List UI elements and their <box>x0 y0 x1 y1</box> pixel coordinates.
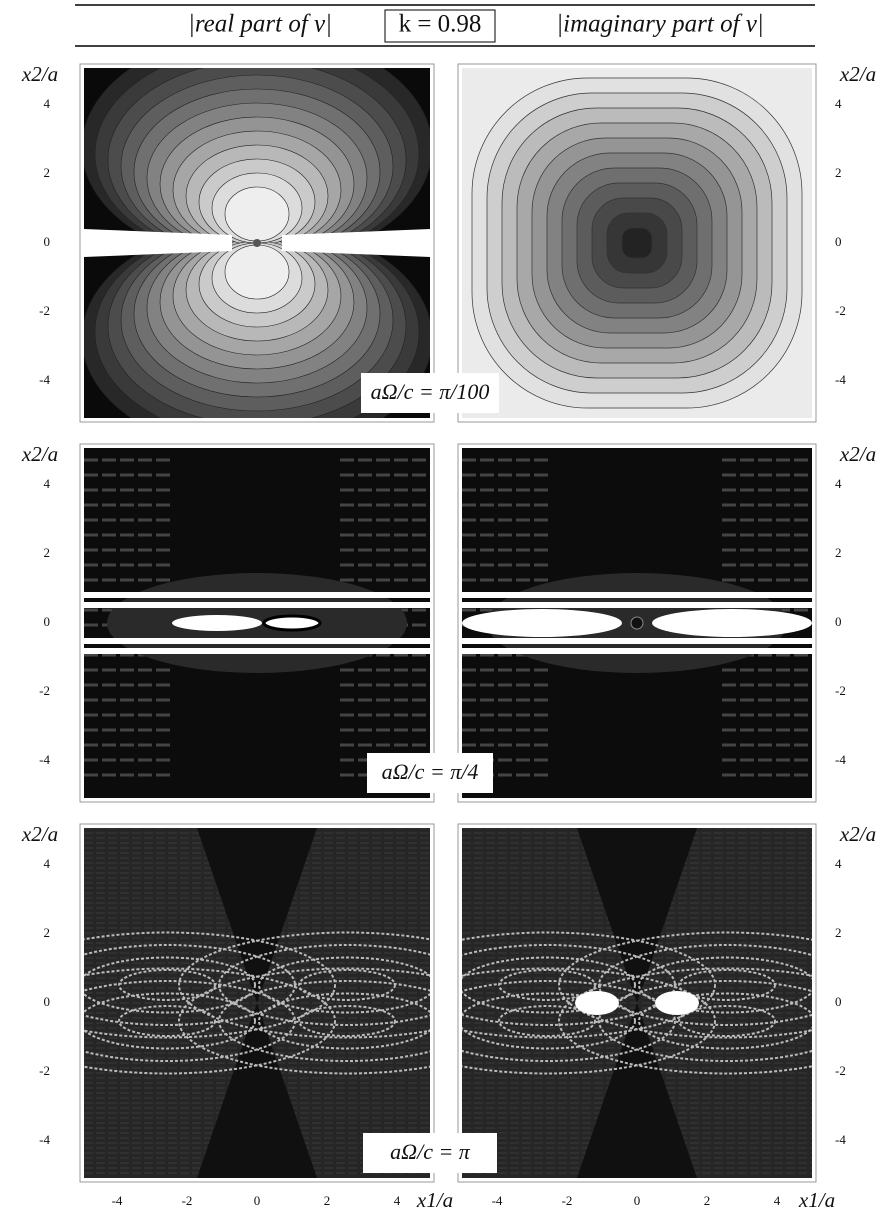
x-tick-label: 4 <box>774 1193 781 1208</box>
row-label: aΩ/c = π <box>390 1139 471 1164</box>
plot-area <box>0 828 515 1178</box>
x-tick-label: -4 <box>492 1193 503 1208</box>
y-tick-label: 0 <box>44 234 51 249</box>
y-tick-label: 2 <box>44 165 51 180</box>
contour <box>652 609 812 637</box>
y-tick-label: -2 <box>835 1063 846 1078</box>
y-tick-label: -2 <box>835 303 846 318</box>
y-tick-label: -4 <box>835 752 846 767</box>
x-tick-label: 4 <box>394 1193 401 1208</box>
contour <box>622 228 652 258</box>
plots <box>0 33 890 1182</box>
row-label: aΩ/c = π/4 <box>382 759 479 784</box>
y-axis-label: x2/a <box>21 62 58 86</box>
k-label: k = 0.98 <box>399 11 482 38</box>
plot-area <box>379 828 890 1178</box>
y-tick-label: -2 <box>39 303 50 318</box>
contour <box>84 638 430 644</box>
y-tick-label: 4 <box>835 96 842 111</box>
y-tick-label: 4 <box>44 856 51 871</box>
x-axis-label: x1/a <box>798 1188 835 1212</box>
y-tick-label: -4 <box>39 1132 50 1147</box>
y-tick-label: 4 <box>835 476 842 491</box>
y-tick-label: 2 <box>835 165 842 180</box>
contour <box>253 239 261 247</box>
y-tick-label: -4 <box>39 372 50 387</box>
contour <box>462 602 812 608</box>
x-tick-label: 0 <box>254 1193 261 1208</box>
y-tick-label: 2 <box>44 545 51 560</box>
y-tick-label: 4 <box>44 96 51 111</box>
y-tick-label: -4 <box>835 372 846 387</box>
contour <box>172 615 262 631</box>
contour <box>264 616 320 630</box>
y-tick-label: 0 <box>44 614 51 629</box>
y-tick-label: 0 <box>835 234 842 249</box>
y-tick-label: 2 <box>835 925 842 940</box>
x-axis-label: x1/a <box>416 1188 453 1212</box>
y-axis-label: x2/a <box>839 822 876 846</box>
plot-area <box>462 448 812 798</box>
contour <box>575 991 619 1015</box>
y-tick-label: 0 <box>835 614 842 629</box>
contour <box>84 648 430 654</box>
contour <box>225 245 289 299</box>
plot-area <box>84 448 430 798</box>
contour <box>462 609 622 637</box>
contour <box>462 648 812 654</box>
header-left: |real part of v| <box>188 11 332 38</box>
y-tick-label: -4 <box>835 1132 846 1147</box>
y-tick-label: 2 <box>44 925 51 940</box>
x-tick-label: 2 <box>704 1193 711 1208</box>
y-axis-label: x2/a <box>21 822 58 846</box>
y-tick-label: 4 <box>44 476 51 491</box>
y-tick-label: -4 <box>39 752 50 767</box>
contour <box>655 991 699 1015</box>
contour <box>631 617 643 629</box>
y-tick-label: 2 <box>835 545 842 560</box>
row-label: aΩ/c = π/100 <box>371 379 490 404</box>
x-tick-label: -2 <box>182 1193 193 1208</box>
y-tick-label: 0 <box>835 994 842 1009</box>
plot-area <box>462 68 812 418</box>
x-tick-label: 2 <box>324 1193 331 1208</box>
y-tick-label: -2 <box>39 1063 50 1078</box>
y-tick-label: -2 <box>39 683 50 698</box>
contour <box>462 638 812 644</box>
contour <box>84 592 430 598</box>
y-axis-label: x2/a <box>21 442 58 466</box>
y-tick-label: 0 <box>44 994 51 1009</box>
contour <box>84 602 430 608</box>
figure: |real part of v| k = 0.98 |imaginary par… <box>0 0 890 1225</box>
y-axis-label: x2/a <box>839 442 876 466</box>
header-right: |imaginary part of v| <box>556 11 763 38</box>
contour <box>225 187 289 241</box>
x-tick-label: -4 <box>112 1193 123 1208</box>
y-tick-label: 4 <box>835 856 842 871</box>
y-axis-label: x2/a <box>839 62 876 86</box>
y-tick-label: -2 <box>835 683 846 698</box>
x-tick-label: 0 <box>634 1193 641 1208</box>
contour <box>462 592 812 598</box>
x-tick-label: -2 <box>562 1193 573 1208</box>
